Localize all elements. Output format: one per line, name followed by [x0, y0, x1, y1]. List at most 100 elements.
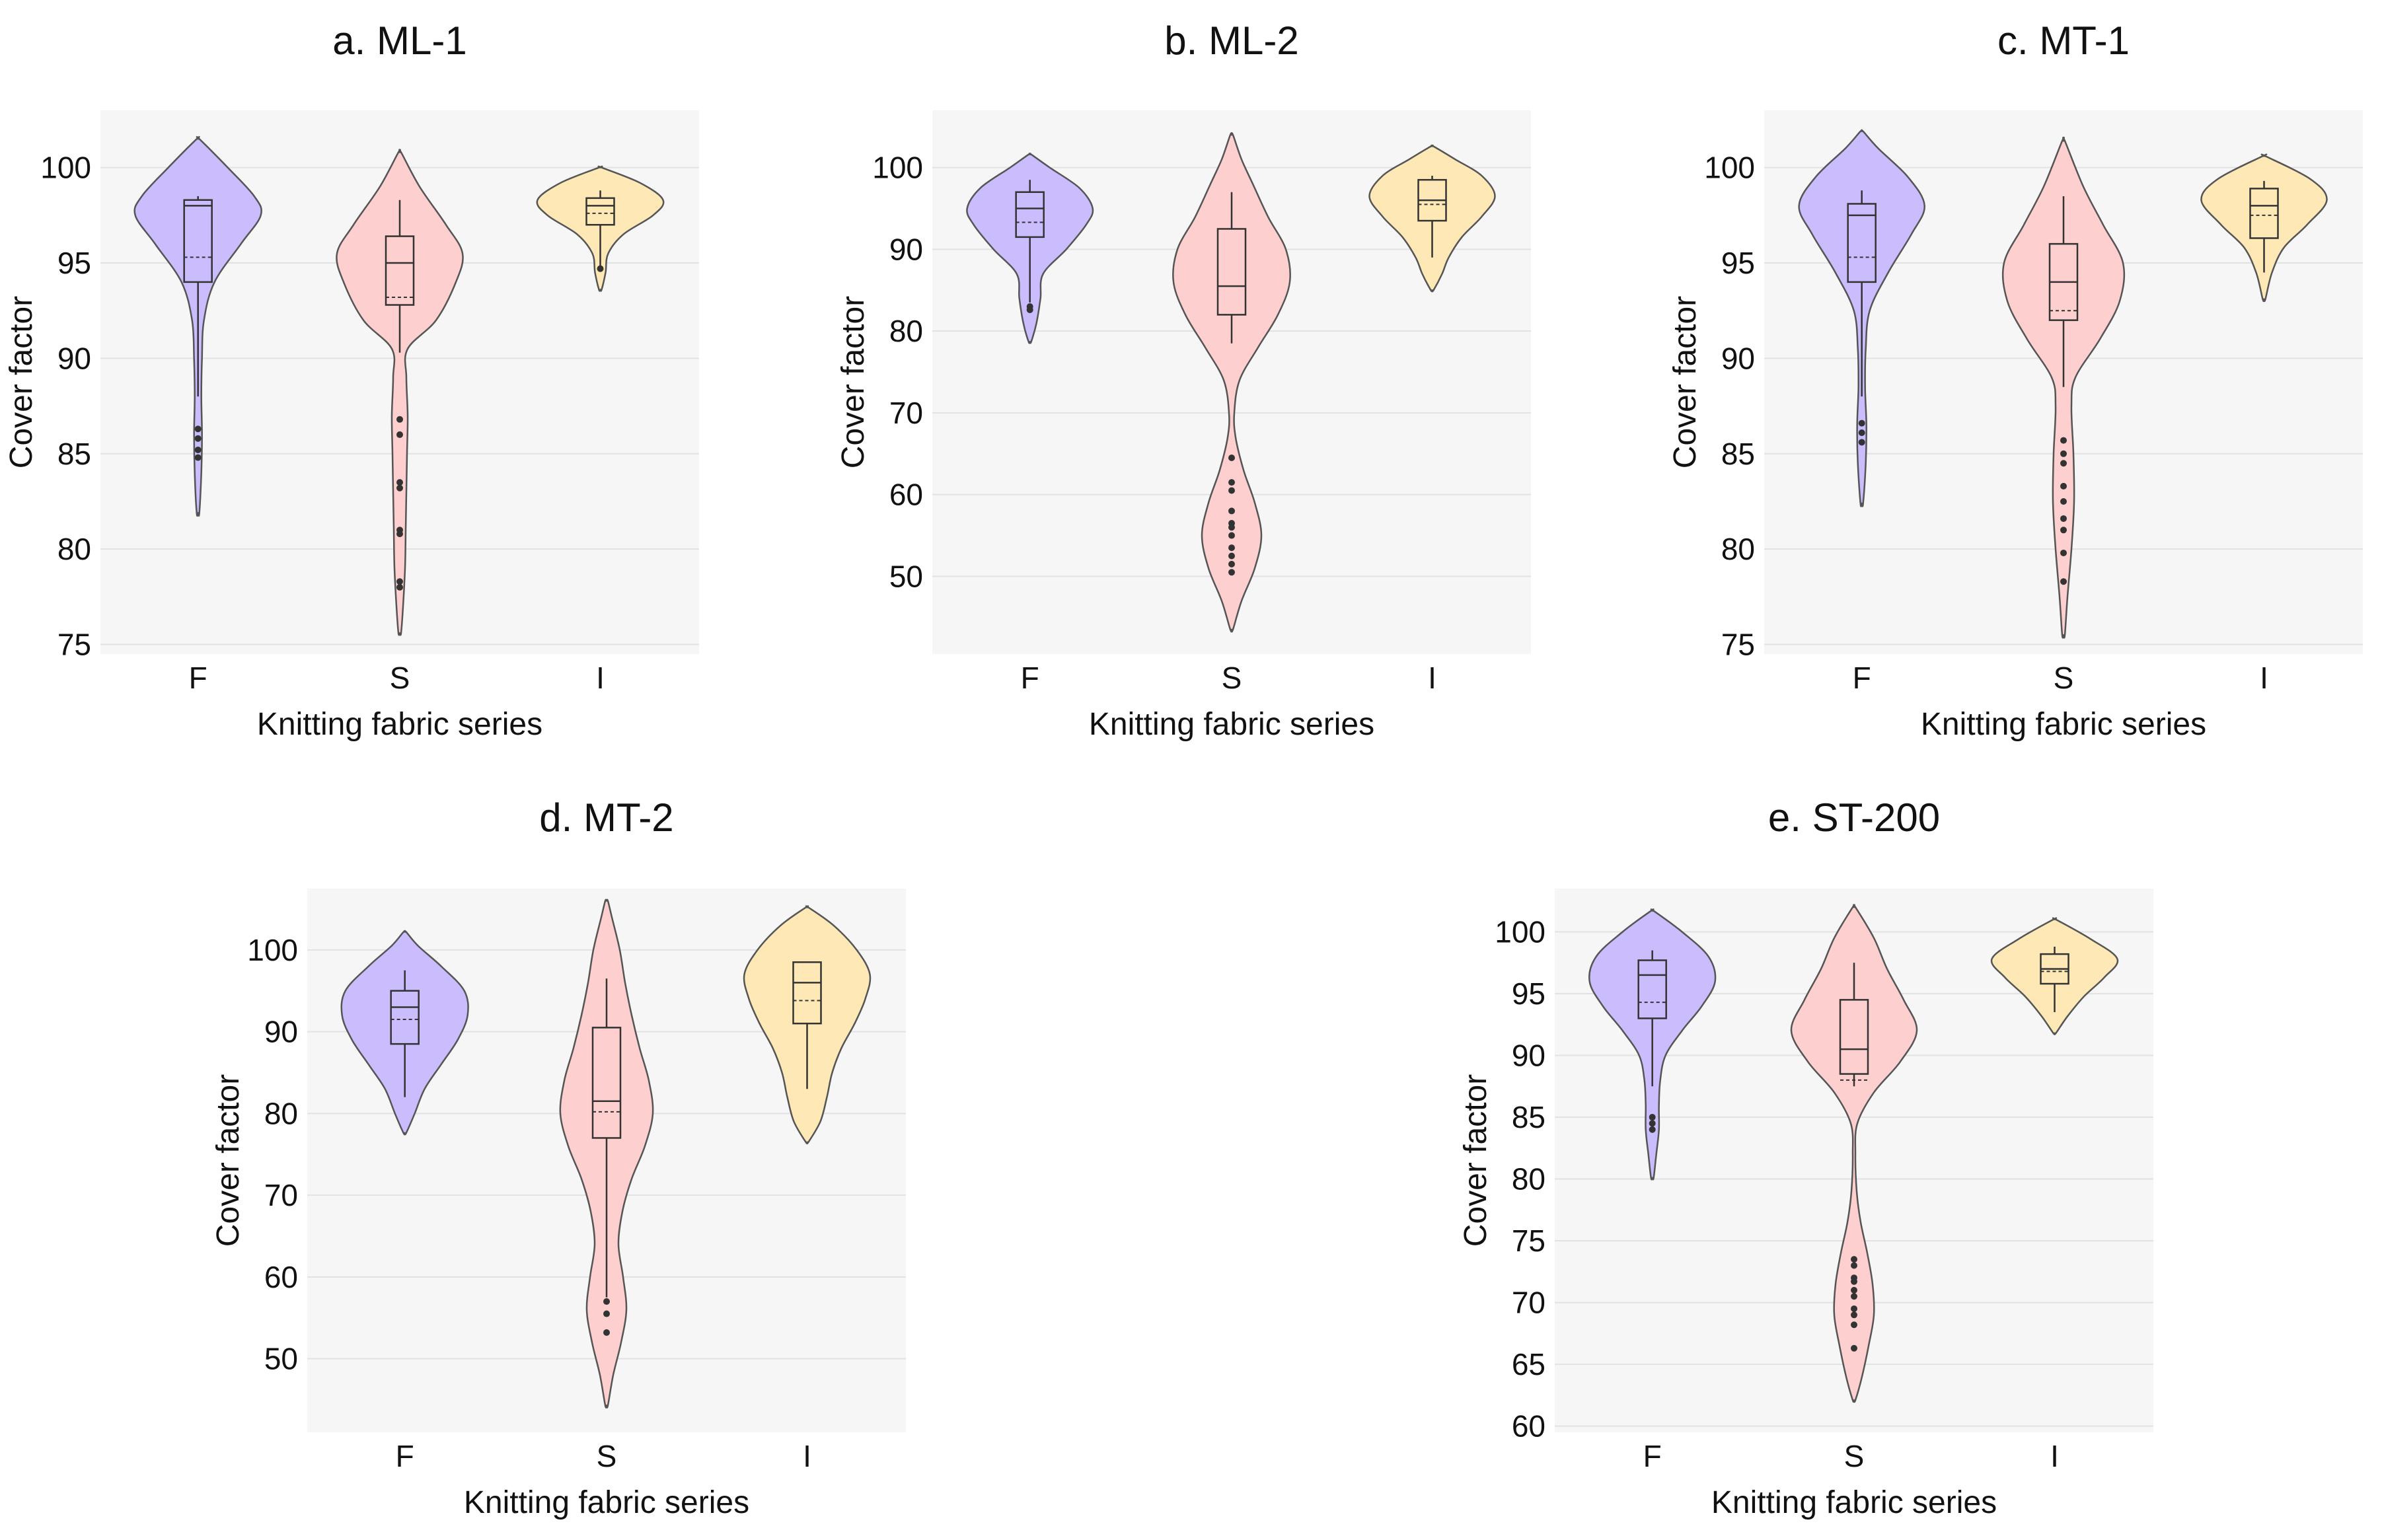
chart-panel-3: 75 80 85 90 95 100 c. MT-1 Knitting fabric seri…: [1668, 18, 2363, 742]
x-tick-label: I: [803, 1439, 811, 1473]
outlier-point: [194, 447, 202, 454]
box-iqr: [585, 197, 615, 226]
y-tick-label: 100: [247, 933, 298, 967]
chart-panel-1: 75 80 85 90 95 100 a. ML-1 Knitting fabric seri…: [4, 18, 699, 742]
x-tick-label: F: [189, 661, 207, 695]
y-tick-label: 95: [57, 246, 91, 280]
chart-panel-4: 50 60 70 80 90 100 d. MT-2 Knitting fabric seri…: [211, 795, 906, 1520]
y-tick-label: 95: [1721, 246, 1755, 280]
outlier-point: [2060, 497, 2067, 505]
y-tick-label: 85: [1721, 437, 1755, 471]
violin-S: [2001, 136, 2126, 639]
outlier-point: [1228, 487, 1235, 494]
outlier-point: [1851, 1293, 1857, 1300]
outlier-point: [603, 1310, 610, 1317]
outlier-point: [1228, 544, 1235, 552]
x-tick-label: S: [597, 1439, 617, 1473]
outlier-point: [396, 578, 403, 585]
chart-title: b. ML-2: [1164, 18, 1298, 63]
x-tick-label: F: [1021, 661, 1039, 695]
violin-S: [559, 898, 654, 1409]
y-tick-label: 80: [889, 314, 923, 348]
x-tick-label: I: [2260, 661, 2268, 695]
chart-title: a. ML-1: [332, 18, 466, 63]
x-tick-label: I: [2050, 1439, 2059, 1473]
x-tick-label: F: [396, 1439, 414, 1473]
violin-body: [336, 149, 464, 636]
outlier-point: [2060, 515, 2067, 522]
outlier-point: [1858, 429, 1865, 437]
violin-F: [133, 135, 262, 517]
outlier-point: [194, 454, 202, 461]
y-tick-label: 90: [264, 1015, 298, 1049]
violin-F: [1798, 129, 1925, 507]
x-tick-label: F: [1643, 1439, 1662, 1473]
outlier-point: [396, 479, 403, 486]
violin-body: [340, 930, 469, 1136]
x-tick-label: S: [2054, 661, 2074, 695]
x-axis-label: Knitting fabric series: [464, 1485, 749, 1520]
y-tick-label: 100: [1495, 914, 1545, 949]
box-iqr: [183, 199, 213, 283]
outlier-point: [2060, 450, 2067, 457]
y-tick-label: 80: [1512, 1162, 1545, 1196]
outlier-point: [2060, 437, 2067, 444]
violin-F: [340, 930, 469, 1136]
box-iqr: [1847, 203, 1877, 283]
outlier-point: [1851, 1278, 1857, 1285]
y-axis-label: Cover factor: [4, 296, 39, 468]
x-axis-label: Knitting fabric series: [1089, 707, 1374, 742]
outlier-point: [1228, 454, 1235, 461]
y-tick-label: 100: [40, 151, 91, 185]
outlier-point: [2060, 527, 2067, 534]
x-tick-label: I: [596, 661, 605, 695]
violin-S: [1790, 904, 1918, 1403]
chart-panel-2: 50 60 70 80 90 100 b. ML-2 Knitting fabric seri…: [836, 18, 1531, 742]
chart-panel-5: 60 65 70 75 80 85 90 95 100 e. ST-200 Knitting fab…: [1458, 795, 2153, 1520]
violin-body: [1790, 904, 1918, 1403]
x-tick-label: S: [1844, 1439, 1865, 1473]
outlier-point: [194, 425, 202, 433]
outlier-point: [2060, 578, 2067, 585]
outlier-point: [396, 431, 403, 438]
outlier-point: [396, 531, 403, 538]
box-iqr: [591, 1027, 622, 1139]
outlier-point: [1228, 524, 1235, 531]
y-tick-label: 75: [1721, 628, 1755, 662]
outlier-point: [1228, 569, 1235, 576]
y-tick-label: 75: [1512, 1224, 1545, 1258]
y-tick-label: 85: [1512, 1100, 1545, 1134]
y-tick-label: 75: [57, 628, 91, 662]
x-tick-label: S: [390, 661, 410, 695]
y-tick-label: 60: [264, 1260, 298, 1294]
y-tick-label: 50: [889, 559, 923, 593]
violin-I: [1368, 144, 1496, 293]
outlier-point: [1851, 1286, 1857, 1294]
y-axis-label: Cover factor: [1458, 1074, 1493, 1247]
outlier-point: [1228, 479, 1235, 486]
outlier-point: [1851, 1256, 1857, 1263]
outlier-point: [1228, 560, 1235, 568]
y-tick-label: 80: [57, 532, 91, 566]
violin-I: [2200, 153, 2328, 303]
y-tick-label: 60: [889, 478, 923, 512]
outlier-point: [1858, 420, 1865, 427]
violin-F: [1588, 908, 1717, 1181]
box-iqr: [1015, 191, 1045, 238]
violin-body: [2200, 153, 2328, 303]
y-tick-label: 70: [264, 1178, 298, 1212]
y-tick-label: 90: [889, 232, 923, 266]
y-tick-label: 90: [57, 341, 91, 375]
outlier-point: [2060, 460, 2067, 467]
outlier-point: [1851, 1262, 1857, 1269]
x-tick-label: F: [1853, 661, 1871, 695]
outlier-point: [1228, 532, 1235, 539]
box-iqr: [1637, 959, 1667, 1019]
y-tick-label: 60: [1512, 1409, 1545, 1444]
violin-I: [536, 165, 665, 292]
violin-S: [1172, 132, 1291, 633]
outlier-point: [194, 435, 202, 442]
y-tick-label: 65: [1512, 1347, 1545, 1381]
y-tick-label: 80: [264, 1096, 298, 1130]
